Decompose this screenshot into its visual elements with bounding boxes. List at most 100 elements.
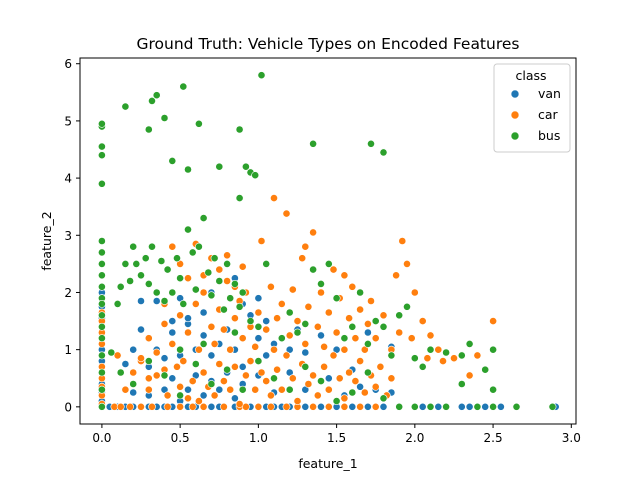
data-point-van [137, 325, 145, 334]
legend-marker-van [510, 89, 520, 99]
data-point-bus [230, 328, 239, 337]
data-point-car [340, 345, 349, 354]
data-point-car [320, 362, 328, 371]
data-point-car [144, 385, 153, 394]
data-point-car [160, 319, 169, 328]
data-point-car [152, 348, 161, 357]
y-tick-label: 5 [64, 114, 72, 128]
data-point-car [144, 374, 153, 383]
data-point-van [363, 328, 372, 337]
data-point-bus [363, 368, 372, 377]
data-point-car [348, 282, 357, 291]
data-point-bus [379, 322, 388, 331]
data-point-bus [163, 265, 172, 274]
data-point-van [230, 394, 239, 403]
data-point-car [398, 237, 407, 245]
data-point-van [254, 294, 263, 303]
data-point-car [282, 351, 291, 360]
legend-label-van: van [538, 86, 561, 101]
data-point-bus [160, 114, 169, 122]
data-point-bus [98, 311, 106, 320]
data-point-van [129, 388, 138, 397]
data-point-bus [379, 148, 388, 157]
data-point-car [262, 325, 271, 334]
data-point-bus [98, 402, 106, 411]
data-point-bus [548, 402, 557, 411]
data-point-bus [98, 322, 106, 331]
data-point-car [219, 377, 228, 385]
data-point-bus [121, 102, 130, 111]
data-point-bus [160, 371, 169, 380]
data-point-bus [324, 259, 333, 268]
series-car [98, 194, 497, 411]
data-point-car [168, 339, 177, 348]
data-point-car [163, 391, 172, 400]
data-point-car [270, 194, 278, 202]
data-point-car [219, 402, 228, 411]
data-point-car [489, 317, 497, 325]
data-point-car [282, 402, 291, 411]
data-point-bus [246, 317, 255, 325]
data-point-car [273, 365, 281, 374]
y-tick-label: 4 [64, 172, 72, 186]
data-point-bus [210, 254, 219, 263]
data-point-car [173, 362, 181, 371]
data-point-car [116, 402, 125, 411]
data-point-bus [126, 277, 135, 285]
data-point-bus [98, 259, 106, 268]
data-point-bus [98, 179, 106, 188]
data-point-van [152, 297, 161, 305]
data-point-van [199, 391, 208, 400]
data-point-bus [257, 71, 266, 80]
data-point-car [309, 228, 317, 237]
data-point-bus [98, 142, 106, 151]
data-point-van [207, 351, 216, 360]
data-point-car [340, 402, 349, 411]
data-point-van [254, 334, 263, 343]
data-point-bus [98, 248, 106, 257]
data-point-car [188, 402, 197, 411]
data-point-van [168, 374, 177, 383]
data-point-car [184, 274, 192, 283]
data-point-bus [363, 339, 372, 348]
data-point-bus [144, 125, 153, 134]
data-point-bus [223, 365, 231, 374]
data-point-bus [489, 345, 497, 354]
data-point-car [230, 314, 239, 323]
series-bus [98, 71, 557, 411]
data-point-van [199, 331, 208, 340]
legend-label-bus: bus [538, 128, 560, 143]
data-point-van [356, 382, 364, 391]
data-point-bus [238, 288, 247, 297]
data-point-bus [348, 322, 357, 331]
data-point-car [288, 285, 297, 294]
data-point-car [407, 334, 416, 343]
data-point-van [129, 345, 138, 354]
data-point-car [309, 371, 317, 380]
legend-items: van car bus [510, 86, 561, 143]
data-point-car [176, 402, 184, 411]
data-point-bus [226, 294, 235, 303]
data-point-bus [418, 362, 427, 371]
data-point-car [144, 334, 153, 343]
data-point-bus [98, 151, 106, 160]
data-point-car [465, 371, 474, 380]
data-point-car [450, 354, 458, 363]
data-point-car [329, 265, 338, 274]
data-point-van [348, 402, 357, 411]
data-point-car [313, 391, 322, 400]
data-point-bus [152, 91, 161, 100]
data-point-bus [426, 402, 435, 411]
data-point-car [418, 317, 427, 325]
data-point-bus [410, 402, 419, 411]
legend-title: class [515, 68, 546, 83]
data-point-van [262, 317, 271, 325]
data-point-van [457, 402, 466, 411]
data-point-bus [98, 368, 106, 377]
data-point-bus [301, 319, 310, 328]
data-point-bus [116, 282, 125, 291]
y-tick-label: 0 [64, 400, 72, 414]
x-tick-label: 0.0 [92, 431, 111, 445]
y-tick-label: 1 [64, 343, 72, 357]
